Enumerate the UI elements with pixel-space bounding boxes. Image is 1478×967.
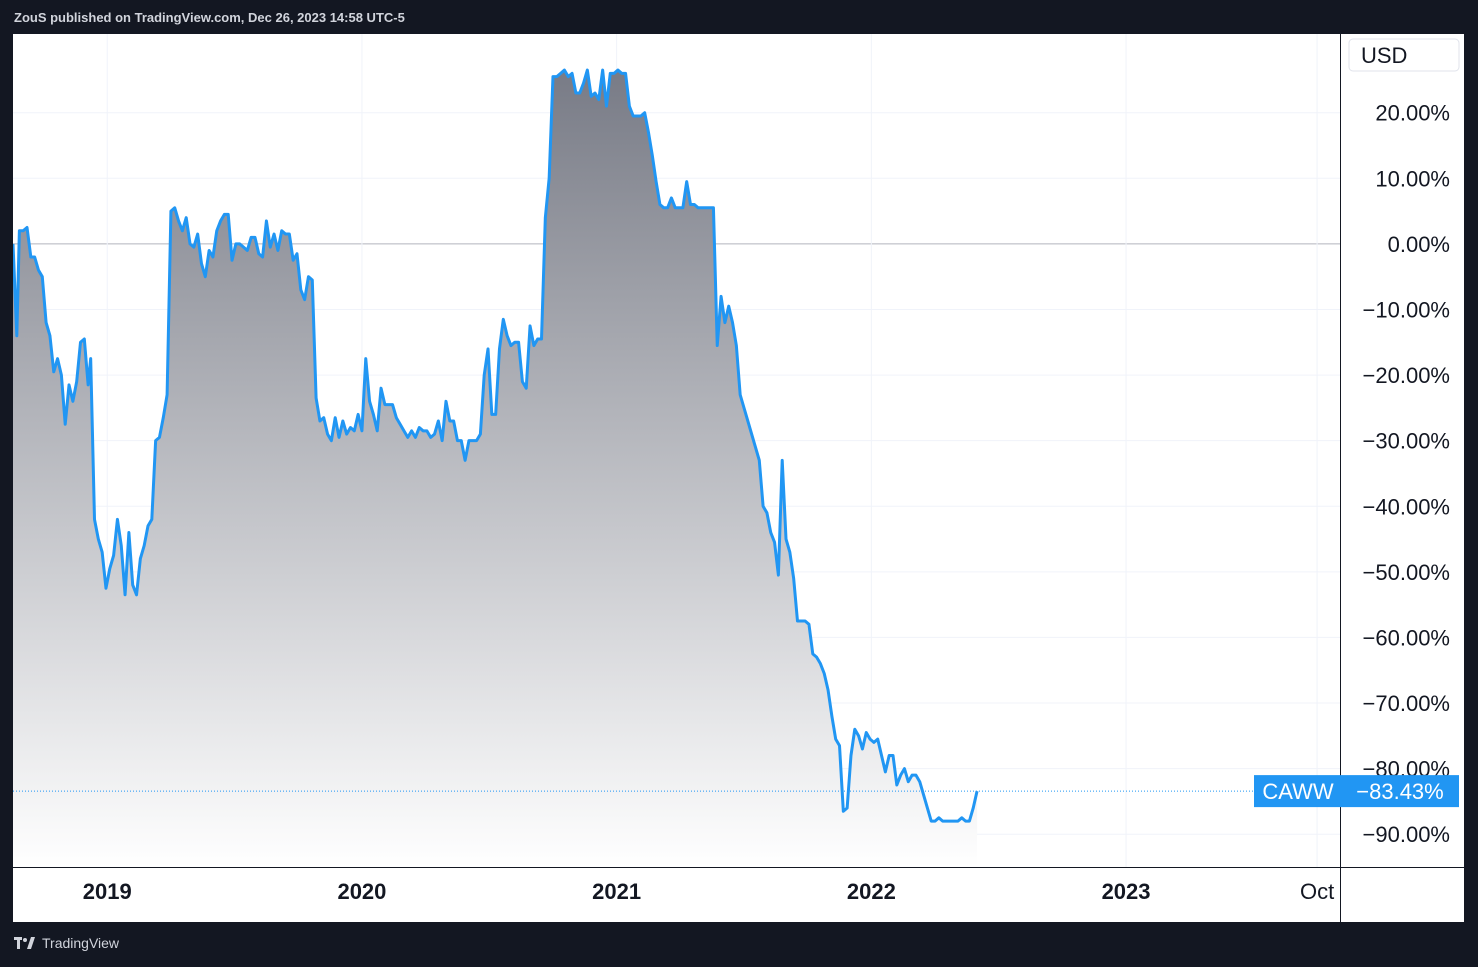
x-tick-label: 2022 (847, 879, 896, 904)
y-tick-label: −40.00% (1363, 494, 1450, 519)
symbol-label: CAWW (1254, 775, 1342, 808)
x-tick-label: 2023 (1102, 879, 1151, 904)
series-line (13, 68, 979, 823)
area-fill (13, 70, 978, 867)
y-tick-label: −70.00% (1363, 691, 1450, 716)
currency-label: USD (1361, 43, 1407, 68)
price-chart[interactable]: 20.00% 10.00% 0.00% −10.00% −20.00% −30.00% −4… (13, 34, 1464, 922)
y-axis[interactable]: 20.00% 10.00% 0.00% −10.00% −20.00% −30.00% −4… (1363, 101, 1450, 847)
y-tick-label: −60.00% (1363, 625, 1450, 650)
y-tick-label: −90.00% (1363, 822, 1450, 847)
symbol-name: CAWW (1262, 779, 1334, 804)
y-tick-label: −50.00% (1363, 560, 1450, 585)
last-value: −83.43% (1356, 779, 1443, 804)
publish-info: ZouS published on TradingView.com, Dec 2… (14, 10, 405, 25)
y-tick-label: −10.00% (1363, 297, 1450, 322)
y-tick-label: −30.00% (1363, 429, 1450, 454)
y-tick-label: 20.00% (1375, 101, 1450, 126)
x-axis[interactable]: 2019 2020 2021 2022 2023 Oct (83, 879, 1334, 904)
x-tick-label: 2019 (83, 879, 132, 904)
y-tick-label: 0.00% (1388, 232, 1450, 257)
chart-panel[interactable]: 20.00% 10.00% 0.00% −10.00% −20.00% −30.00% −4… (13, 34, 1464, 922)
x-tick-label: 2020 (337, 879, 386, 904)
x-tick-label: Oct (1300, 879, 1334, 904)
footer-brand[interactable]: TradingView (14, 935, 119, 951)
x-tick-label: 2021 (592, 879, 641, 904)
last-value-badge: −83.43% (1342, 775, 1459, 808)
y-tick-label: −20.00% (1363, 363, 1450, 388)
footer-brand-text: TradingView (42, 935, 120, 951)
y-tick-label: 10.00% (1375, 166, 1450, 191)
tradingview-logo-icon (14, 937, 35, 949)
currency-box[interactable]: USD (1348, 38, 1460, 72)
